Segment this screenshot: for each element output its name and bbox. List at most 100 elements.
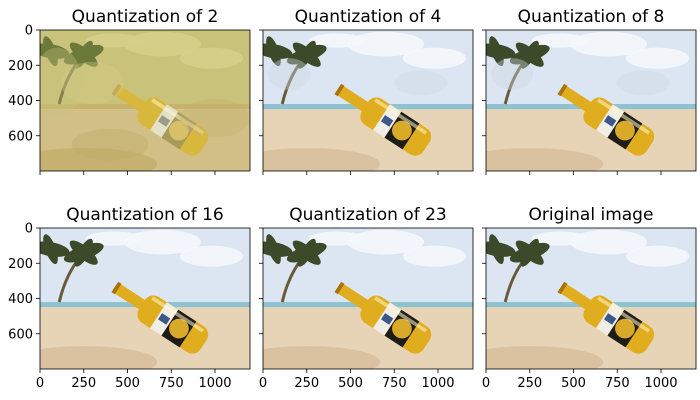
- photo-image: [40, 30, 250, 171]
- cloud: [570, 31, 647, 57]
- cloud: [626, 245, 689, 267]
- x-tick-label: 750: [159, 376, 184, 391]
- subplot-3: Quantization of 8: [482, 7, 697, 175]
- cloud: [308, 231, 365, 246]
- bottle-cap: [111, 83, 122, 97]
- bottle-cap: [111, 281, 122, 295]
- cloud: [403, 245, 466, 267]
- subplot-1: 0 200 400 600 Quantization of 2: [8, 7, 251, 175]
- x-tick-label: 0: [36, 376, 44, 391]
- bottle-cap: [557, 281, 568, 295]
- y-tick-label: 600: [8, 327, 33, 342]
- cloud: [347, 229, 424, 255]
- quantization-blotch: [180, 98, 250, 138]
- palm-leaves: [43, 36, 58, 67]
- bottle-emblem: [169, 318, 189, 339]
- cloud: [531, 33, 588, 48]
- y-tick-label: 400: [8, 292, 33, 307]
- bottle-highlight: [597, 296, 651, 333]
- bottle-brand-band: [604, 313, 617, 325]
- photo-image: [263, 228, 473, 369]
- bottle-emblem: [169, 120, 189, 141]
- x-tick-label: 500: [338, 376, 363, 391]
- quantization-blotch: [71, 128, 149, 161]
- bottle-neck: [560, 283, 593, 311]
- quantization-blotch: [40, 47, 82, 119]
- bottle-emblem: [392, 120, 412, 141]
- photo-image: [263, 30, 473, 171]
- sand-shadow: [40, 148, 158, 171]
- x-tick-label: 500: [561, 376, 586, 391]
- palm-leaves: [520, 238, 539, 267]
- y-tick-label: 400: [8, 94, 33, 109]
- bottle-neck: [560, 85, 593, 113]
- subplot-title: Original image: [529, 205, 654, 225]
- sand-shadow: [486, 346, 604, 369]
- quantization-blotch: [394, 70, 447, 96]
- subplot-title: Quantization of 4: [295, 7, 442, 27]
- x-tick-label: 1000: [644, 376, 677, 391]
- y-tick-label: 200: [8, 257, 33, 272]
- bottle-brand-band: [158, 115, 171, 127]
- x-tick-label: 0: [259, 376, 267, 391]
- bottle-brand-band: [158, 313, 171, 325]
- bottle-highlight: [151, 98, 205, 135]
- bottle-brand-band: [604, 115, 617, 127]
- palm-leaves: [297, 238, 316, 267]
- photo-image: [486, 228, 696, 369]
- subplot-title: Quantization of 2: [72, 7, 219, 27]
- sand-shadow: [486, 148, 604, 171]
- cloud: [124, 229, 201, 255]
- bottle: [557, 83, 655, 156]
- subplot-title: Quantization of 23: [289, 205, 446, 225]
- y-tick-label: 600: [8, 129, 33, 144]
- cloud: [570, 229, 647, 255]
- bottle-highlight: [374, 296, 428, 333]
- bottle-highlight: [597, 98, 651, 135]
- subplot-title: Quantization of 8: [518, 7, 665, 27]
- quantization-blotch: [491, 58, 534, 90]
- cloud: [85, 231, 142, 246]
- bottle-highlight: [374, 98, 428, 135]
- subplot-4: 0 200 400 600 0 250 500 750 1000 Quantization of …: [8, 205, 251, 391]
- bottle-cap: [334, 281, 345, 295]
- palm-leaves: [74, 40, 93, 69]
- palm-leaves: [489, 234, 504, 265]
- bottle-neck: [337, 85, 370, 113]
- palm-leaves: [266, 36, 281, 67]
- bottle-emblem: [615, 318, 635, 339]
- bottle: [557, 281, 655, 354]
- x-tick-label: 1000: [421, 376, 454, 391]
- palm-leaves: [266, 234, 281, 265]
- y-tick-label: 200: [8, 59, 33, 74]
- bottle: [334, 83, 432, 156]
- quantization-blotch: [617, 70, 670, 96]
- bottle-neck: [337, 283, 370, 311]
- bottle: [111, 281, 209, 354]
- palm-leaves: [43, 234, 58, 265]
- bottle: [334, 281, 432, 354]
- quantization-blotch: [61, 61, 124, 105]
- bottle-cap: [557, 83, 568, 97]
- x-tick-label: 750: [382, 376, 407, 391]
- photo-image: [40, 228, 250, 369]
- photo-image: [486, 30, 696, 171]
- sand-shadow: [40, 346, 158, 369]
- palm-leaves: [520, 40, 539, 69]
- bottle-emblem: [615, 120, 635, 141]
- bottle: [111, 83, 209, 156]
- x-tick-label: 250: [517, 376, 542, 391]
- bottle-brand-band: [381, 313, 394, 325]
- palm-leaves: [489, 36, 504, 67]
- x-tick-label: 0: [482, 376, 490, 391]
- subplot-5: 0 250 500 750 1000 Quantization of 23: [259, 205, 474, 391]
- subplot-title: Quantization of 16: [66, 205, 223, 225]
- bottle-cap: [334, 83, 345, 97]
- cloud: [626, 47, 689, 69]
- bottle-emblem: [392, 318, 412, 339]
- bottle-highlight: [151, 296, 205, 333]
- cloud: [85, 33, 142, 48]
- cloud: [308, 33, 365, 48]
- x-tick-label: 500: [115, 376, 140, 391]
